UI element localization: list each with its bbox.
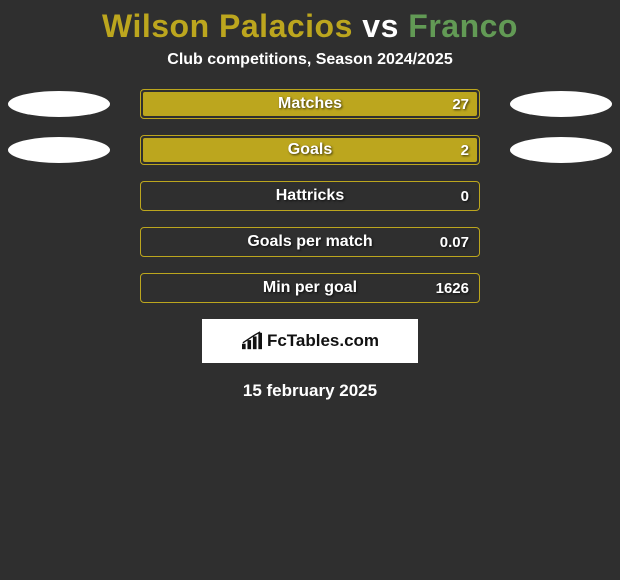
stat-row: Goals2	[0, 135, 620, 165]
right-ellipse	[510, 137, 612, 163]
bar-fill-right	[143, 138, 477, 162]
bar-chart-icon	[241, 331, 263, 351]
bar-track: Goals per match0.07	[140, 227, 480, 257]
vs-label: vs	[362, 8, 399, 44]
subtitle: Club competitions, Season 2024/2025	[0, 51, 620, 89]
date-text: 15 february 2025	[0, 381, 620, 401]
stat-value-right: 1626	[436, 274, 469, 302]
stat-label: Hattricks	[141, 182, 479, 210]
stat-row: Matches27	[0, 89, 620, 119]
stat-label: Min per goal	[141, 274, 479, 302]
stat-label: Goals per match	[141, 228, 479, 256]
right-ellipse	[510, 91, 612, 117]
bar-fill-right	[143, 92, 477, 116]
bar-track: Matches27	[140, 89, 480, 119]
stat-row: Goals per match0.07	[0, 227, 620, 257]
player2-name: Franco	[408, 8, 518, 44]
stat-value-right: 2	[461, 136, 469, 164]
stat-row: Min per goal1626	[0, 273, 620, 303]
stat-row: Hattricks0	[0, 181, 620, 211]
left-ellipse	[8, 91, 110, 117]
bar-track: Hattricks0	[140, 181, 480, 211]
player1-name: Wilson Palacios	[102, 8, 353, 44]
left-ellipse	[8, 137, 110, 163]
bar-track: Min per goal1626	[140, 273, 480, 303]
stat-value-right: 27	[452, 90, 469, 118]
brand-text: FcTables.com	[267, 331, 379, 351]
stat-value-right: 0.07	[440, 228, 469, 256]
stats-rows: Matches27 Goals2 Hattricks0 Goals per match…	[0, 89, 620, 303]
page-title: Wilson Palacios vs Franco	[0, 0, 620, 51]
brand-box[interactable]: FcTables.com	[202, 319, 418, 363]
stat-value-right: 0	[461, 182, 469, 210]
comparison-panel: Wilson Palacios vs Franco Club competiti…	[0, 0, 620, 580]
bar-track: Goals2	[140, 135, 480, 165]
